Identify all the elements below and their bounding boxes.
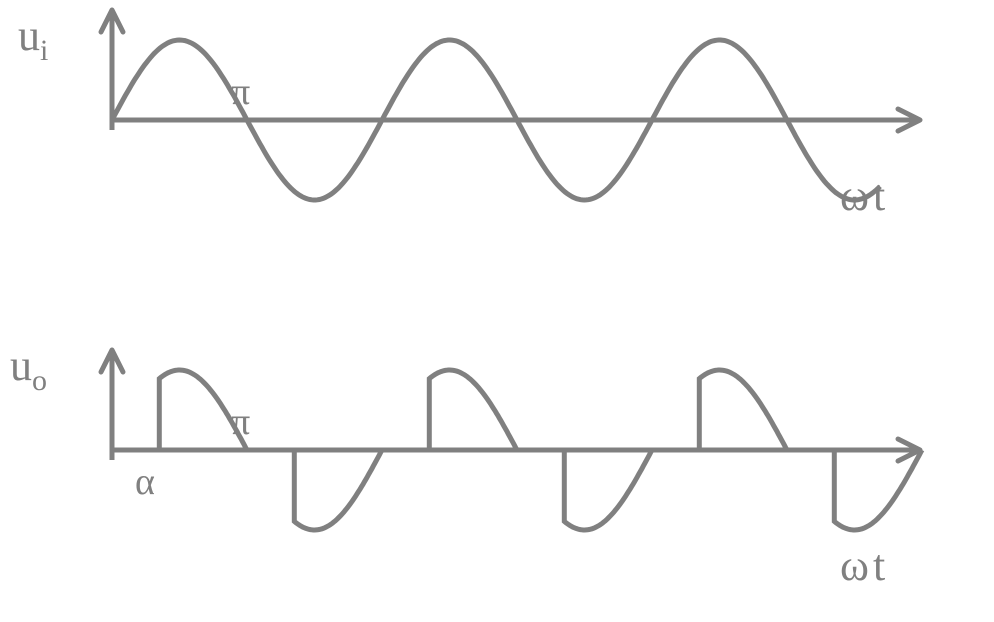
lower-xlabel: ωt [840,540,889,591]
upper-xlabel: ωt [840,170,889,221]
lower-pi-label: π [231,400,250,444]
lower-ylabel: uo [10,340,47,398]
upper-pi-label: π [231,70,250,114]
waveform-diagram [0,0,994,622]
upper-ylabel: ui [18,10,48,68]
lower-alpha-label: α [135,460,155,504]
